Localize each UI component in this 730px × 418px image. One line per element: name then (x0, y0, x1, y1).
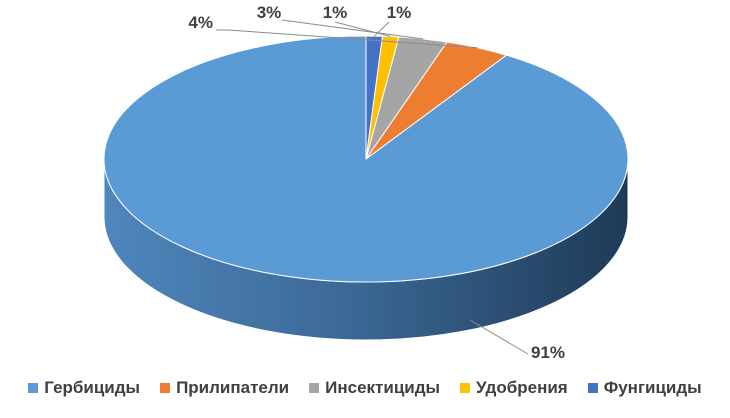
leader-line-fertilizers (334, 21, 391, 38)
data-label-insecticides: 3% (257, 3, 282, 22)
legend-item-adjuvants: Прилипатели (160, 378, 289, 398)
legend-label-fertilizers: Удобрения (476, 378, 568, 397)
legend-item-insecticides: Инсектициды (309, 378, 440, 398)
data-label-adjuvants: 4% (188, 13, 213, 32)
legend-label-insecticides: Инсектициды (325, 378, 441, 397)
legend-label-adjuvants: Прилипатели (176, 378, 290, 397)
pie-chart: 91% 4% 3% 1% 1% (103, 3, 629, 362)
legend-swatch-fungicides (587, 383, 598, 393)
legend-swatch-adjuvants (160, 383, 171, 393)
legend-swatch-herbicides (28, 383, 39, 393)
leader-line-fungicides (373, 21, 390, 37)
legend-label-herbicides: Гербициды (44, 378, 141, 397)
legend-swatch-insecticides (309, 383, 320, 393)
legend-item-fungicides: Фунгициды (587, 378, 702, 398)
leader-line-adjuvants (216, 29, 478, 49)
legend-item-herbicides: Гербициды (28, 378, 140, 398)
legend-swatch-fertilizers (460, 383, 471, 393)
legend-label-fungicides: Фунгициды (603, 378, 702, 397)
legend: Гербициды Прилипатели Инсектициды Удобре… (0, 374, 730, 402)
data-label-herbicides: 91% (531, 343, 565, 362)
leader-line-herbicides (469, 319, 529, 355)
data-label-fungicides: 1% (387, 3, 412, 22)
pie-slice-fungicides (365, 35, 384, 160)
leader-line-insecticides (281, 19, 424, 40)
legend-item-fertilizers: Удобрения (460, 378, 568, 398)
data-label-fertilizers: 1% (323, 3, 348, 22)
